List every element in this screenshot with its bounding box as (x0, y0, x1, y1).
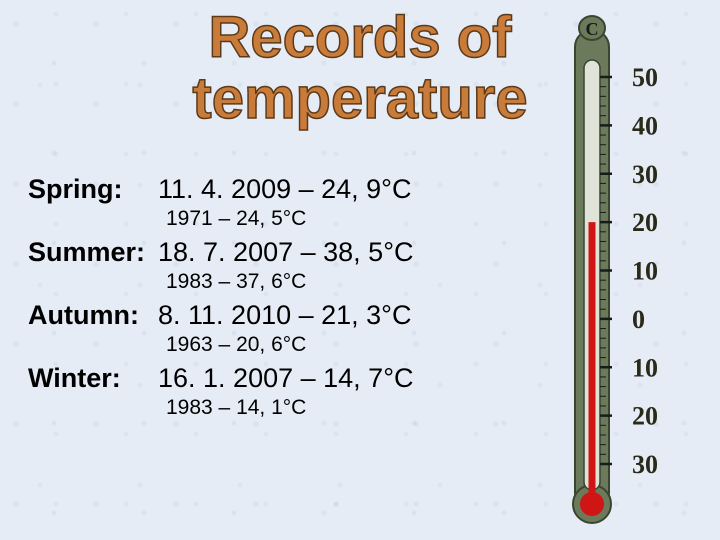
season-sub-value: 1963 – 20, 6°C (166, 333, 414, 357)
season-sub-value: 1971 – 24, 5°C (166, 207, 414, 231)
thermometer: C 50 40 30 20 10 0 10 20 30 (552, 12, 702, 527)
season-label: Autumn: (28, 300, 158, 331)
records-list: Spring:11. 4. 2009 – 24, 9°C1971 – 24, 5… (28, 168, 414, 426)
season-row: Winter:16. 1. 2007 – 14, 7°C (28, 363, 414, 394)
svg-text:50: 50 (632, 63, 658, 92)
season-row: Spring:11. 4. 2009 – 24, 9°C (28, 174, 414, 205)
svg-text:10: 10 (632, 257, 658, 286)
thermometer-svg: C 50 40 30 20 10 0 10 20 30 (552, 12, 702, 527)
season-main-value: 8. 11. 2010 – 21, 3°C (158, 300, 411, 330)
svg-text:40: 40 (632, 111, 658, 140)
season-label: Winter: (28, 363, 158, 394)
svg-text:0: 0 (632, 305, 645, 334)
svg-text:30: 30 (632, 160, 658, 189)
season-row: Summer:18. 7. 2007 – 38, 5°C (28, 237, 414, 268)
season-main-value: 11. 4. 2009 – 24, 9°C (158, 174, 411, 204)
season-sub-value: 1983 – 14, 1°C (166, 396, 414, 420)
svg-text:30: 30 (632, 450, 658, 479)
svg-text:20: 20 (632, 402, 658, 431)
season-main-value: 16. 1. 2007 – 14, 7°C (158, 363, 414, 393)
season-row: Autumn:8. 11. 2010 – 21, 3°C (28, 300, 414, 331)
svg-text:20: 20 (632, 208, 658, 237)
season-label: Spring: (28, 174, 158, 205)
svg-text:10: 10 (632, 353, 658, 382)
season-label: Summer: (28, 237, 158, 268)
svg-text:C: C (586, 19, 599, 39)
season-sub-value: 1983 – 37, 6°C (166, 270, 414, 294)
season-main-value: 18. 7. 2007 – 38, 5°C (158, 237, 414, 267)
